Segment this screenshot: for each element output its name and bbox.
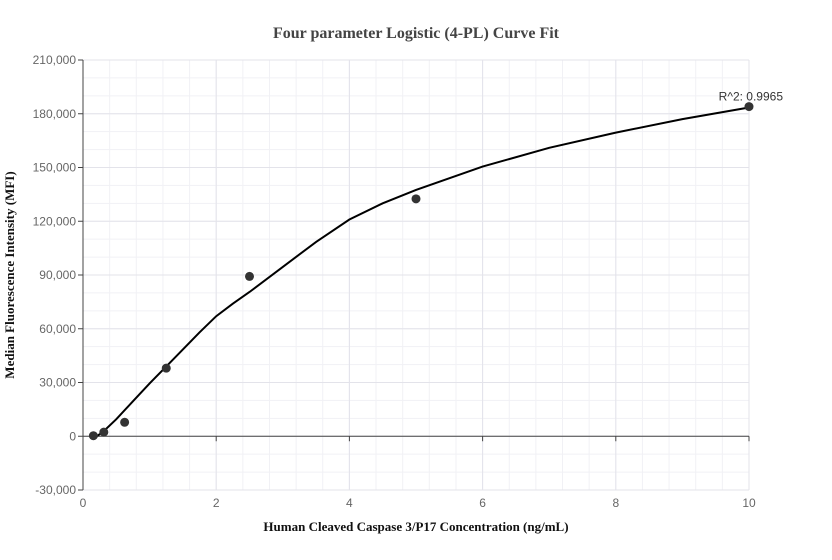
y-axis-ticks: -30,000 0 30,000 60,000 90,000 120,000 150,000… [33, 53, 83, 497]
data-point [99, 427, 109, 437]
x-axis-title: Human Cleaved Caspase 3/P17 Concentratio… [263, 519, 568, 534]
y-tick-label: 150,000 [33, 161, 77, 175]
x-tick-label: 4 [346, 496, 353, 510]
y-tick-label: -30,000 [35, 483, 76, 497]
data-points [88, 102, 754, 441]
major-grid [82, 59, 750, 491]
x-tick-label: 2 [213, 496, 220, 510]
fit-curve-line [92, 106, 750, 440]
y-tick-label: 0 [69, 429, 76, 443]
data-point [120, 417, 130, 427]
data-point [88, 431, 98, 441]
y-tick-label: 90,000 [39, 268, 76, 282]
data-point [161, 363, 171, 373]
data-point [744, 102, 754, 112]
chart-title: Four parameter Logistic (4-PL) Curve Fit [273, 25, 560, 42]
y-tick-label: 60,000 [39, 322, 76, 336]
y-tick-label: 210,000 [33, 53, 77, 67]
data-point [245, 271, 254, 281]
y-tick-label: 30,000 [39, 376, 76, 390]
x-tick-label: 8 [612, 496, 619, 510]
x-tick-label: 0 [80, 496, 87, 510]
r-squared-annotation: R^2: 0.9965 [719, 90, 784, 104]
annotations: R^2: 0.9965 [719, 90, 784, 104]
y-tick-label: 180,000 [33, 107, 77, 121]
x-tick-label: 10 [742, 496, 756, 510]
data-point [411, 194, 421, 204]
x-tick-label: 6 [479, 496, 486, 510]
x-axis-ticks: 0 2 4 6 8 10 [80, 436, 756, 510]
y-axis-title: Median Fluorescence Intensity (MFI) [2, 171, 17, 378]
y-tick-label: 120,000 [33, 214, 77, 228]
